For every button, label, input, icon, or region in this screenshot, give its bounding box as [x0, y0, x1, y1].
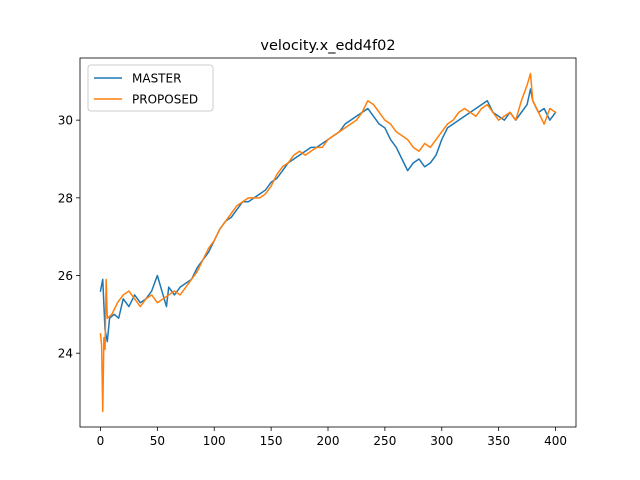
legend-label: MASTER: [132, 72, 181, 86]
chart-title: velocity.x_edd4f02: [260, 38, 395, 54]
x-tick-label: 250: [373, 434, 396, 448]
x-tick-label: 400: [544, 434, 567, 448]
series-line-master: [99, 88, 557, 343]
y-tick-label: 24: [58, 347, 73, 361]
y-tick-label: 28: [58, 191, 73, 205]
x-tick-label: 100: [203, 434, 226, 448]
y-tick-label: 26: [58, 269, 73, 283]
plot-frame: [79, 57, 577, 428]
legend-label: PROPOSED: [132, 93, 198, 107]
x-tick-label: 50: [150, 434, 165, 448]
plot-area: [80, 58, 576, 427]
series-line-proposed: [99, 72, 557, 413]
x-tick-label: 0: [97, 434, 105, 448]
x-axis: 0 50 100 150 200 250 300 350 400: [97, 427, 567, 448]
y-axis: 24 26 28 30: [58, 114, 80, 361]
legend: MASTER PROPOSED: [87, 64, 214, 112]
x-tick-label: 350: [487, 434, 510, 448]
series-lines: [99, 72, 557, 413]
y-tick-label: 30: [58, 114, 73, 128]
x-tick-label: 150: [260, 434, 283, 448]
x-tick-label: 200: [317, 434, 340, 448]
x-tick-label: 300: [430, 434, 453, 448]
